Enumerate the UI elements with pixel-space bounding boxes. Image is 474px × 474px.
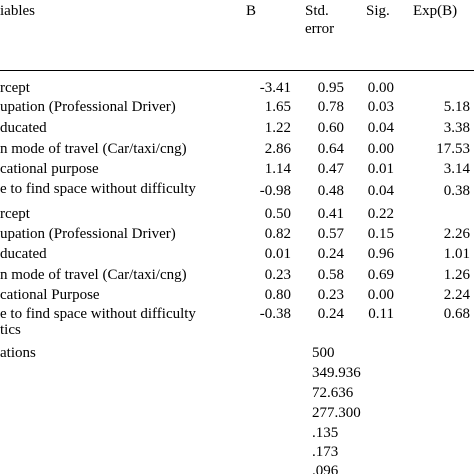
row-b: 1.22	[264, 120, 291, 136]
row-b: -3.41	[259, 80, 291, 96]
row-expb: 1.26	[443, 267, 470, 283]
row-expb: 3.14	[443, 161, 470, 177]
row-se: 0.58	[317, 267, 344, 283]
row-sig: 0.04	[367, 183, 394, 199]
row-expb: 2.26	[443, 226, 470, 242]
stat-value: 72.636	[312, 385, 354, 401]
row-se: 0.24	[317, 306, 344, 322]
observations-label: ations	[0, 345, 36, 361]
header-std-error-line2: error	[305, 21, 335, 37]
row-label: n mode of travel (Car/taxi/cng)	[0, 141, 187, 157]
row-expb: 5.18	[443, 99, 470, 115]
stat-value: .096	[312, 463, 339, 474]
header-expb: Exp(B)	[413, 3, 458, 19]
stat-value: 500	[312, 345, 335, 361]
stat-value: .173	[312, 444, 339, 460]
row-b: 0.82	[264, 226, 291, 242]
row-b: 1.65	[264, 99, 291, 115]
row-expb: 1.01	[443, 246, 470, 262]
row-se: 0.60	[317, 120, 344, 136]
row-se: 0.48	[317, 183, 344, 199]
row-sig: 0.22	[367, 206, 394, 222]
row-b: 1.14	[264, 161, 291, 177]
row-b: -0.98	[259, 183, 291, 199]
stat-value: 277.300	[312, 405, 361, 421]
row-b: 0.80	[264, 287, 291, 303]
row-sig: 0.03	[367, 99, 394, 115]
row-sig: 0.15	[367, 226, 394, 242]
row-sig: 0.00	[367, 287, 394, 303]
header-rule	[0, 70, 474, 71]
row-label: cational Purpose	[0, 287, 100, 303]
row-se: 0.57	[317, 226, 344, 242]
row-label: rcept	[0, 80, 30, 96]
row-b: -0.38	[259, 306, 291, 322]
row-b: 0.23	[264, 267, 291, 283]
row-b: 2.86	[264, 141, 291, 157]
row-expb: 0.38	[443, 183, 470, 199]
stat-value: 349.936	[312, 365, 361, 381]
row-b: 0.01	[264, 246, 291, 262]
row-se: 0.95	[317, 80, 344, 96]
row-label: rcept	[0, 206, 30, 222]
stat-value: .135	[312, 425, 339, 441]
row-sig: 0.00	[367, 141, 394, 157]
row-se: 0.78	[317, 99, 344, 115]
header-b: B	[246, 3, 257, 19]
row-expb: 17.53	[436, 141, 470, 157]
row-se: 0.47	[317, 161, 344, 177]
row-se: 0.64	[317, 141, 344, 157]
statistics-label: tics	[0, 322, 21, 338]
row-sig: 0.04	[367, 120, 394, 136]
row-se: 0.24	[317, 246, 344, 262]
row-label: ducated	[0, 246, 47, 262]
header-variables: iables	[0, 3, 35, 19]
row-sig: 0.69	[367, 267, 394, 283]
row-label: ducated	[0, 120, 47, 136]
row-label: upation (Professional Driver)	[0, 226, 176, 242]
row-label: n mode of travel (Car/taxi/cng)	[0, 267, 187, 283]
row-b: 0.50	[264, 206, 291, 222]
row-expb: 0.68	[443, 306, 470, 322]
row-sig: 0.96	[367, 246, 394, 262]
row-sig: 0.01	[367, 161, 394, 177]
row-label: upation (Professional Driver)	[0, 99, 176, 115]
row-label: e to find space without difficulty	[0, 306, 196, 322]
row-expb: 2.24	[443, 287, 470, 303]
row-sig: 0.11	[368, 306, 394, 322]
header-sig: Sig.	[366, 3, 390, 19]
row-label: cational purpose	[0, 161, 99, 177]
row-label: e to find space without difficulty	[0, 181, 196, 197]
row-se: 0.41	[317, 206, 344, 222]
row-sig: 0.00	[367, 80, 394, 96]
header-std-error-line1: Std.	[305, 3, 329, 19]
row-se: 0.23	[317, 287, 344, 303]
row-expb: 3.38	[443, 120, 470, 136]
